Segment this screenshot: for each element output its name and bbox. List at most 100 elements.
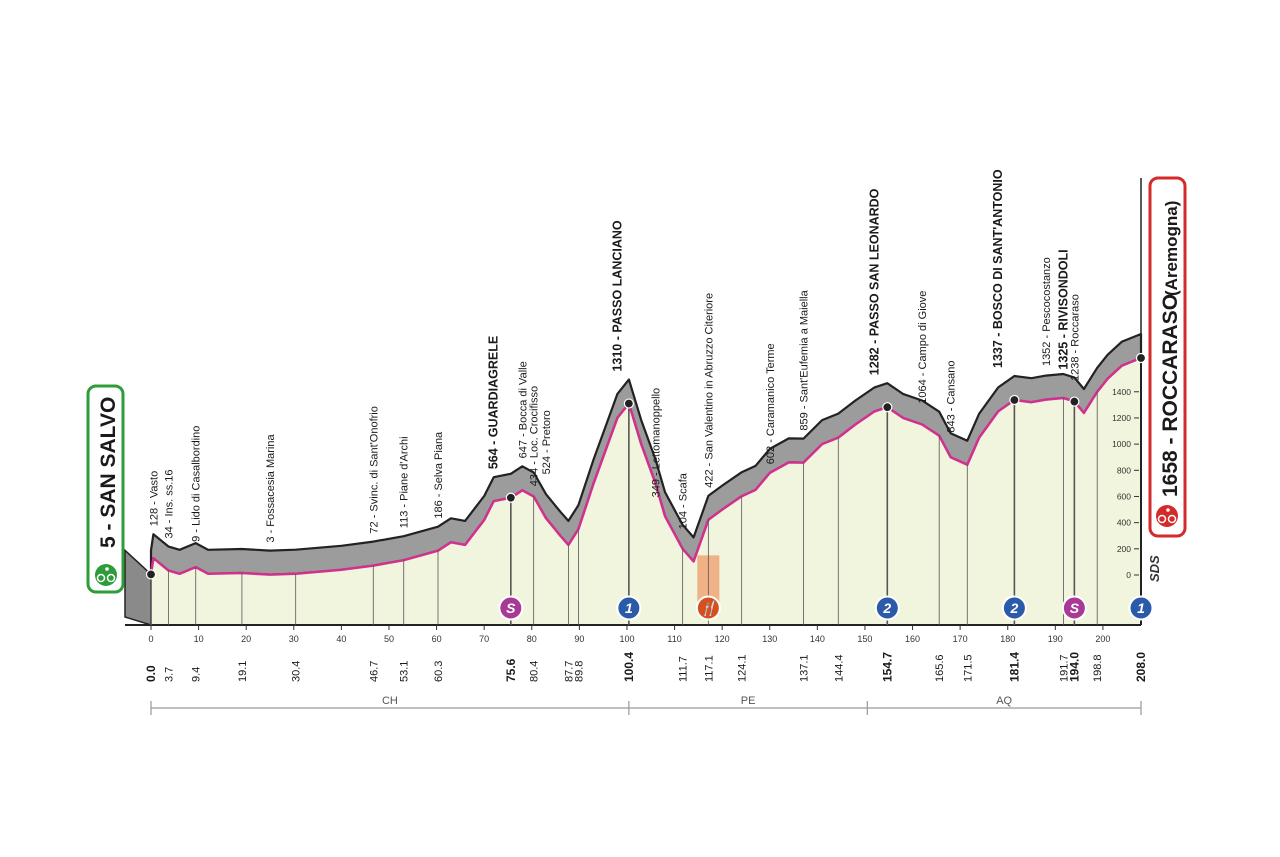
start-cyclist-head-icon bbox=[105, 567, 109, 571]
x-tick-label: 30 bbox=[289, 634, 299, 644]
place-label: 349 - Lettomanoppello bbox=[651, 388, 663, 497]
km-marker-label: 165.6 bbox=[934, 654, 946, 682]
place-label: 602 - Caramanico Terme bbox=[765, 343, 777, 464]
x-tick-label: 110 bbox=[667, 634, 681, 644]
place-label: 564 - GUARDIAGRELE bbox=[487, 336, 501, 469]
x-tick-label: 130 bbox=[762, 634, 777, 644]
gpm1-marker-label: 1 bbox=[1137, 600, 1145, 616]
tick-layer: 0 10 20 30 40 50 60 70 80 90 100 110 120 130 140 150 160… bbox=[144, 178, 1148, 682]
finish-cyclist-head-icon bbox=[1166, 508, 1170, 512]
profile-background-layer bbox=[124, 332, 1143, 627]
finish-cyclist-wheel-icon bbox=[1167, 514, 1177, 524]
place-label: 1337 - BOSCO DI SANT'ANTONIO bbox=[991, 169, 1005, 368]
sprint-marker-icon bbox=[1061, 595, 1087, 621]
place-label: 859 - Sant'Eufemia a Maiella bbox=[799, 289, 811, 430]
finish-cyclist-icon bbox=[1156, 505, 1178, 527]
gpm1-marker-icon bbox=[616, 595, 642, 621]
km-marker-label: 75.6 bbox=[504, 658, 518, 682]
place-label: 113 - Piane d'Archi bbox=[399, 436, 411, 528]
km-marker-label: 46.7 bbox=[368, 661, 380, 682]
x-tick-label: 60 bbox=[432, 634, 442, 644]
sds-logo: SDS bbox=[1147, 555, 1162, 582]
finish-label: 1658 - ROCCARASO bbox=[1159, 294, 1182, 497]
km-marker-label: 9.4 bbox=[191, 667, 203, 682]
place-label: 104 - Scafa bbox=[678, 472, 690, 529]
summit-dot bbox=[623, 398, 634, 409]
km-marker-label: 87.7 bbox=[563, 661, 575, 682]
km-marker-label: 137.1 bbox=[799, 654, 811, 682]
gpm1-marker-label: 1 bbox=[625, 600, 633, 616]
start-panel: 5 - SAN SALVO bbox=[86, 384, 125, 594]
place-label: 72 - Svinc. di Sant'Onofrio bbox=[368, 406, 380, 533]
x-tick-label: 120 bbox=[715, 634, 730, 644]
x-tick-label: 150 bbox=[857, 634, 872, 644]
gpm2-marker-label: 2 bbox=[882, 600, 891, 616]
profile-pink-line bbox=[149, 356, 1142, 576]
finish-panel-frame bbox=[1148, 176, 1187, 538]
feed-marker-label: 🍴 bbox=[700, 600, 717, 617]
place-label: 128 - Vasto bbox=[148, 471, 160, 526]
km-marker-label: 111.7 bbox=[678, 656, 690, 682]
km-marker-label: 117.1 bbox=[703, 655, 715, 682]
place-label: 1238 - Roccaraso bbox=[1069, 294, 1081, 381]
x-tick-label: 140 bbox=[810, 634, 825, 644]
sprint-marker-label: S bbox=[506, 600, 516, 616]
km-marker-label: 171.5 bbox=[962, 654, 974, 682]
km-marker-label: 60.3 bbox=[433, 661, 445, 682]
y-tick-label: 400 bbox=[1117, 518, 1131, 528]
marker-layer: S 1 🍴 2 2 S 1 bbox=[145, 352, 1154, 621]
x-tick-label: 40 bbox=[336, 634, 346, 644]
km-marker-label: 191.7 bbox=[1058, 654, 1070, 682]
gpm2-marker-label: 2 bbox=[1009, 600, 1018, 616]
y-tick-label: 1200 bbox=[1112, 413, 1131, 423]
km-marker-label: 80.4 bbox=[529, 661, 541, 682]
place-label: 1325 - RIVISONDOLI bbox=[1056, 249, 1070, 369]
x-tick-label: 10 bbox=[194, 634, 204, 644]
y-tick-label: 800 bbox=[1117, 465, 1131, 475]
km-marker-label: 194.0 bbox=[1067, 652, 1081, 682]
place-label: 843 - Cansano bbox=[946, 360, 958, 432]
place-label: 524 - Pretoro bbox=[541, 410, 553, 474]
km-marker-label: 0.0 bbox=[144, 665, 158, 682]
km-marker-label: 89.8 bbox=[573, 661, 585, 682]
finish-panel: 1658 - ROCCARASO (Aremogna) bbox=[1148, 176, 1187, 538]
sprint-marker-label: S bbox=[1070, 600, 1080, 616]
region-label: CH bbox=[382, 695, 398, 707]
start-cyclist-icon bbox=[95, 564, 117, 586]
gpm2-marker-icon bbox=[1001, 595, 1027, 621]
km-marker-label: 181.4 bbox=[1007, 652, 1021, 682]
summit-dot bbox=[1135, 352, 1147, 364]
region-label: AQ bbox=[996, 695, 1012, 707]
km-marker-label: 100.4 bbox=[622, 652, 636, 682]
x-tick-label: 180 bbox=[1000, 634, 1015, 644]
finish-sublabel: (Aremogna) bbox=[1162, 201, 1181, 296]
profile-left-wall bbox=[124, 548, 152, 627]
y-tick-label: 1400 bbox=[1112, 387, 1131, 397]
x-tick-label: 200 bbox=[1095, 634, 1110, 644]
x-tick-label: 100 bbox=[619, 634, 634, 644]
place-label: 1282 - PASSO SAN LEONARDO bbox=[867, 188, 881, 375]
region-bar-layer: CH PE AQ bbox=[150, 695, 1142, 715]
x-tick-label: 80 bbox=[527, 634, 537, 644]
start-cyclist-wheel-icon bbox=[106, 573, 116, 583]
km-marker-label: 198.8 bbox=[1092, 654, 1104, 682]
summit-dot bbox=[1069, 396, 1080, 407]
x-tick-label: 190 bbox=[1048, 634, 1063, 644]
finish-cyclist-wheel-icon bbox=[1157, 514, 1167, 524]
place-label: 1310 - PASSO LANCIANO bbox=[610, 220, 624, 371]
place-label: 422 - San Valentino in Abruzzo Citeriore bbox=[703, 293, 715, 488]
km-marker-label: 124.1 bbox=[737, 654, 749, 682]
x-tick-label: 90 bbox=[574, 634, 584, 644]
place-label: 186 - Selva Piana bbox=[433, 431, 445, 519]
place-labels-layer: 128 - Vasto 34 - Ins. ss.16 9 - Lido di Ca… bbox=[148, 169, 1081, 542]
profile-front-fill bbox=[151, 358, 1141, 625]
gpm2-marker-icon bbox=[874, 595, 900, 621]
place-label: 1064 - Campo di Giove bbox=[917, 291, 929, 404]
place-label: 434 - Loc. Crocifisso bbox=[529, 386, 541, 486]
place-label: 1352 - Pescocostanzo bbox=[1041, 257, 1053, 366]
y-tick-label: 200 bbox=[1117, 544, 1131, 554]
y-tick-label: 1000 bbox=[1112, 439, 1131, 449]
km-marker-label: 19.1 bbox=[237, 661, 249, 682]
